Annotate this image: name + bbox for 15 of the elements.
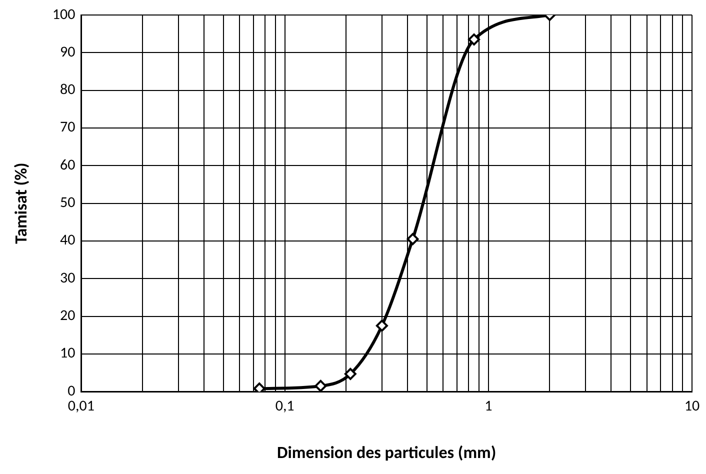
y-tick-label: 60 (60, 156, 76, 174)
y-tick-label: 90 (60, 43, 76, 62)
y-tick-label: 10 (60, 344, 76, 363)
y-tick-label: 80 (60, 81, 76, 100)
y-tick-label: 70 (60, 118, 76, 137)
x-axis-title: Dimension des particules (mm) (277, 442, 496, 464)
y-axis-title: Tamisat (%) (10, 162, 32, 244)
x-tick-label: 0,1 (275, 397, 294, 416)
y-tick-label: 20 (60, 307, 76, 326)
y-tick-label: 100 (52, 6, 76, 24)
y-tick-label: 30 (60, 269, 76, 288)
y-tick-label: 50 (60, 194, 76, 212)
y-tick-label: 40 (60, 232, 76, 250)
x-tick-label: 10 (684, 397, 700, 416)
x-tick-label: 1 (484, 397, 492, 416)
